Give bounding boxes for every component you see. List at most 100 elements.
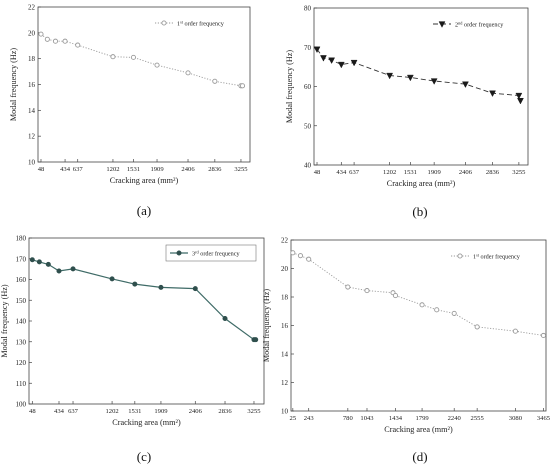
y-tick-label: 22 xyxy=(281,237,289,245)
x-axis-label: Cracking area (mm²) xyxy=(112,418,181,427)
data-point xyxy=(212,78,218,84)
x-tick-label: 2836 xyxy=(208,166,222,173)
data-point xyxy=(306,256,312,262)
data-point xyxy=(350,59,358,67)
y-tick-label: 12 xyxy=(28,133,36,141)
y-axis-label: Modal frequency (Hz) xyxy=(0,284,9,357)
y-tick-label: 60 xyxy=(304,83,312,91)
series-line xyxy=(292,252,544,336)
x-tick-label: 48 xyxy=(29,408,36,415)
data-point xyxy=(62,38,68,44)
y-axis-label: Modal frequency (Hz) xyxy=(262,289,271,362)
y-tick-label: 14 xyxy=(281,351,289,359)
x-tick-label: 3255 xyxy=(512,169,526,176)
x-tick-label: 1909 xyxy=(428,169,442,176)
x-tick-label: 48 xyxy=(38,166,45,173)
panel-label: (d) xyxy=(412,449,427,464)
y-tick-label: 18 xyxy=(28,55,36,63)
data-point xyxy=(406,74,414,82)
data-point xyxy=(36,259,42,265)
data-point xyxy=(45,261,51,267)
data-point xyxy=(132,281,138,287)
x-tick-label: 2836 xyxy=(486,169,500,176)
y-tick-label: 80 xyxy=(304,5,312,13)
y-tick-label: 70 xyxy=(304,44,312,52)
data-point xyxy=(297,253,304,259)
data-point xyxy=(29,257,35,263)
chart-panel-2: 40 50 60 70 80 48 434 637 1202 1531 1909 2406 2836 32… xyxy=(285,5,529,219)
y-tick-label: 20 xyxy=(281,265,289,273)
data-point xyxy=(337,61,345,69)
y-tick-label: 10 xyxy=(281,408,289,416)
x-tick-label: 1531 xyxy=(127,166,140,173)
data-point xyxy=(320,55,327,62)
data-point xyxy=(489,90,496,98)
x-tick-label: 637 xyxy=(73,166,84,173)
legend-marker xyxy=(161,20,167,26)
series-line xyxy=(40,33,243,87)
data-point xyxy=(130,54,137,60)
x-tick-label: 434 xyxy=(54,408,65,415)
x-tick-label: 25 xyxy=(290,415,297,422)
y-tick-label: 100 xyxy=(16,401,27,409)
y-tick-label: 20 xyxy=(28,29,36,37)
plot-frame xyxy=(290,239,547,412)
x-tick-label: 1799 xyxy=(415,415,429,422)
x-tick-label: 1909 xyxy=(150,166,164,173)
x-axis-label: Cracking area (mm²) xyxy=(387,179,456,188)
x-tick-label: 1202 xyxy=(106,166,119,173)
legend-label: 1st order frequency xyxy=(473,252,521,261)
data-point xyxy=(44,36,50,42)
x-tick-label: 637 xyxy=(68,408,79,415)
x-tick-label: 2240 xyxy=(448,415,462,422)
legend-marker xyxy=(176,250,182,256)
plot-frame xyxy=(37,6,251,163)
data-point xyxy=(109,276,115,282)
data-point xyxy=(185,70,191,76)
data-point xyxy=(313,46,321,54)
data-point xyxy=(434,307,440,313)
y-tick-label: 130 xyxy=(16,338,27,346)
x-axis-label: Cracking area (mm²) xyxy=(110,176,179,185)
data-point xyxy=(70,266,76,272)
data-point xyxy=(474,324,480,330)
data-point xyxy=(512,328,518,334)
data-point xyxy=(345,284,351,290)
y-tick-label: 10 xyxy=(28,159,36,167)
x-tick-label: 2406 xyxy=(459,169,473,176)
y-axis-label: Modal frequency (Hz) xyxy=(285,50,294,123)
y-tick-label: 22 xyxy=(28,4,36,12)
data-point xyxy=(419,302,425,308)
data-point xyxy=(192,286,198,292)
x-tick-label: 2836 xyxy=(218,408,232,415)
y-tick-label: 160 xyxy=(16,276,27,284)
x-tick-label: 637 xyxy=(349,169,360,176)
data-point xyxy=(52,38,59,44)
x-tick-label: 434 xyxy=(336,169,347,176)
series-line xyxy=(316,48,521,101)
y-tick-label: 140 xyxy=(16,318,27,326)
x-tick-label: 243 xyxy=(304,415,315,422)
data-point xyxy=(75,42,81,48)
data-point xyxy=(540,332,547,339)
data-point xyxy=(56,268,62,274)
legend-label: 1st order frequency xyxy=(177,19,225,28)
x-tick-label: 3465 xyxy=(537,415,550,422)
y-tick-label: 120 xyxy=(16,359,27,367)
data-point xyxy=(386,72,394,80)
y-tick-label: 50 xyxy=(304,122,312,130)
panel-label: (c) xyxy=(137,449,151,464)
legend-label: 3rd order frequency xyxy=(192,249,240,258)
data-point xyxy=(158,284,164,290)
x-tick-label: 780 xyxy=(343,415,354,422)
y-tick-label: 180 xyxy=(16,235,27,243)
panel-label: (b) xyxy=(412,204,427,219)
data-point xyxy=(222,316,228,322)
x-tick-label: 434 xyxy=(60,166,71,173)
legend-box xyxy=(165,244,257,262)
x-tick-label: 3080 xyxy=(509,415,523,422)
x-tick-label: 1909 xyxy=(154,408,168,415)
chart-panel-4: 10 12 14 16 18 20 22 25 243 780 1043 1434 1799 2240 25… xyxy=(262,237,550,465)
data-point xyxy=(154,62,160,68)
data-point xyxy=(451,310,457,316)
